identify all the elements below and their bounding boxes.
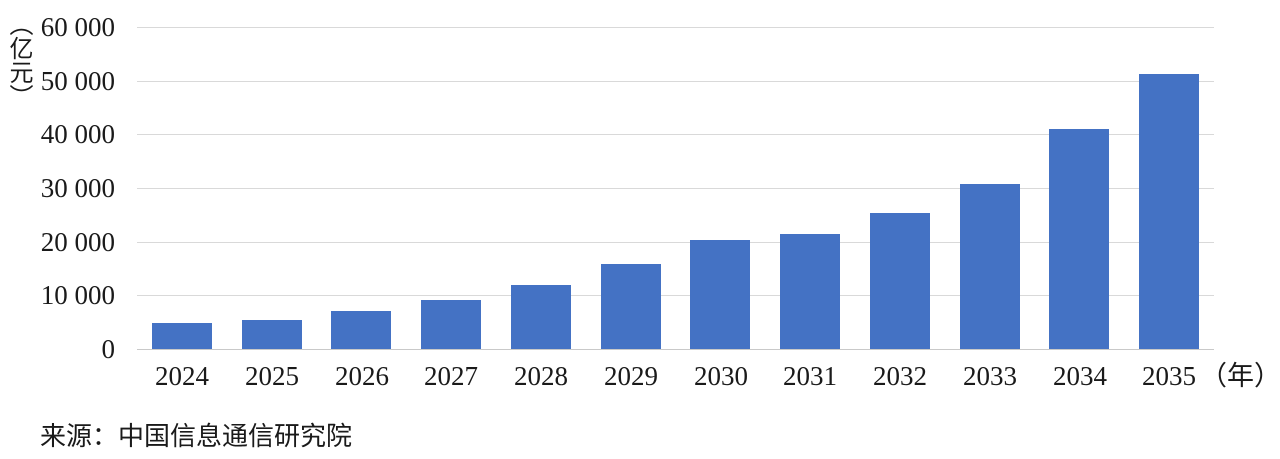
y-tick-label-10000: 10 000	[40, 280, 115, 310]
gridline-60000	[137, 27, 1214, 28]
gridline-20000	[137, 242, 1214, 243]
x-tick-label-2030: 2030	[694, 361, 748, 391]
bar-2025	[242, 320, 302, 349]
gridline-40000	[137, 134, 1214, 135]
y-axis-unit-label: （亿元）	[5, 12, 31, 108]
x-tick-label-2026: 2026	[335, 361, 389, 391]
bar-2034	[1049, 129, 1109, 349]
x-tick-label-2028: 2028	[514, 361, 568, 391]
y-tick-label-30000: 30 000	[40, 173, 115, 203]
bar-2029	[601, 264, 661, 349]
bar-2027	[421, 300, 481, 349]
y-tick-label-60000: 60 000	[40, 12, 115, 42]
y-tick-label-20000: 20 000	[40, 227, 115, 257]
bar-2032	[870, 213, 930, 349]
bar-2024	[152, 323, 212, 349]
y-tick-label-0: 0	[101, 334, 116, 364]
bar-2030	[690, 240, 750, 349]
x-tick-label-2031: 2031	[783, 361, 837, 391]
x-tick-label-2033: 2033	[963, 361, 1017, 391]
bar-2031	[780, 234, 840, 349]
y-tick-label-40000: 40 000	[40, 119, 115, 149]
x-tick-label-2034: 2034	[1053, 361, 1107, 391]
gridline-10000	[137, 295, 1214, 296]
bar-2028	[511, 285, 571, 349]
x-tick-label-2025: 2025	[245, 361, 299, 391]
bar-2035	[1139, 74, 1199, 349]
source-note: 来源：中国信息通信研究院	[40, 422, 353, 451]
gridline-50000	[137, 81, 1214, 82]
x-tick-label-2024: 2024	[155, 361, 209, 391]
x-tick-label-2035: 2035	[1142, 361, 1196, 391]
x-tick-label-2029: 2029	[604, 361, 658, 391]
bar-2033	[960, 184, 1020, 349]
x-tick-label-2032: 2032	[873, 361, 927, 391]
gridline-30000	[137, 188, 1214, 189]
gridline-0	[137, 349, 1214, 350]
bar-2026	[331, 311, 391, 349]
x-tick-label-2027: 2027	[424, 361, 478, 391]
x-axis-unit-label: （年）	[1200, 361, 1280, 391]
y-tick-label-50000: 50 000	[40, 66, 115, 96]
